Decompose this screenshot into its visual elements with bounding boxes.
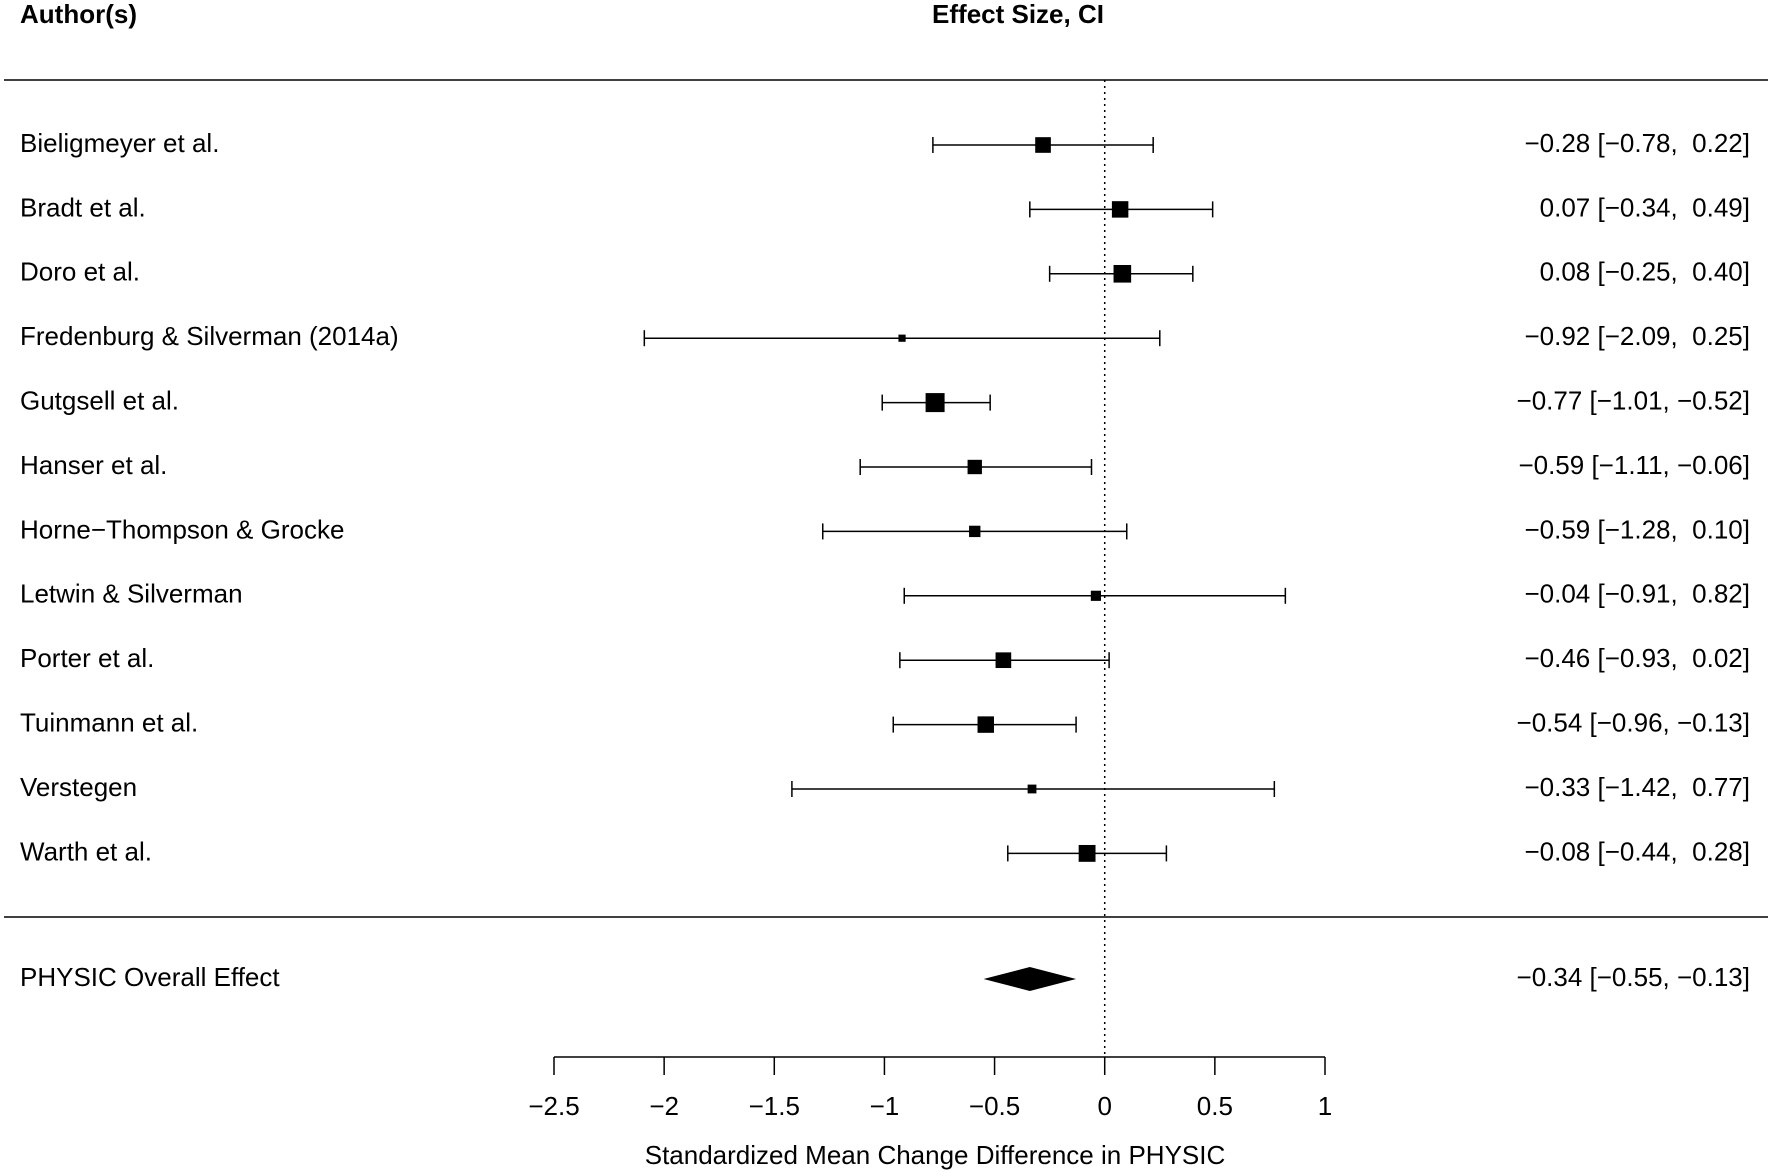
effect-box [1035, 137, 1051, 153]
effect-label: 0.08 [−0.25, 0.40] [1540, 257, 1750, 287]
x-axis-label: Standardized Mean Change Difference in P… [645, 1140, 1226, 1170]
study-label: Doro et al. [20, 257, 140, 287]
effect-label: −0.77 [−1.01, −0.52] [1517, 385, 1750, 415]
effect-label: −0.28 [−0.78, 0.22] [1524, 128, 1750, 158]
effect-box [1113, 265, 1132, 283]
effect-box [969, 525, 981, 538]
effect-label: −0.33 [−1.42, 0.77] [1524, 772, 1750, 802]
header-left: Author(s) [20, 0, 137, 29]
study-label: Warth et al. [20, 836, 152, 866]
study-label: Hanser et al. [20, 450, 167, 480]
x-tick-label: −1 [870, 1091, 900, 1121]
study-label: Bieligmeyer et al. [20, 128, 219, 158]
effect-box [1027, 784, 1037, 794]
effect-box [898, 334, 906, 342]
effect-box [1111, 201, 1129, 218]
x-tick-label: 0 [1097, 1091, 1111, 1121]
effect-label: −0.54 [−0.96, −0.13] [1517, 707, 1750, 737]
overall-effect-label: −0.34 [−0.55, −0.13] [1517, 962, 1750, 992]
x-tick-label: 1 [1318, 1091, 1332, 1121]
effect-label: −0.59 [−1.28, 0.10] [1524, 514, 1750, 544]
x-tick-label: −0.5 [969, 1091, 1020, 1121]
x-tick-label: −2.5 [528, 1091, 579, 1121]
effect-box [967, 459, 982, 475]
effect-box [925, 393, 945, 413]
effect-box [977, 716, 994, 733]
study-label: Horne−Thompson & Grocke [20, 514, 344, 544]
effect-box [1090, 590, 1101, 601]
x-tick-label: −1.5 [749, 1091, 800, 1121]
study-label: Tuinmann et al. [20, 707, 198, 737]
study-label: Letwin & Silverman [20, 579, 243, 609]
study-label: Gutgsell et al. [20, 385, 179, 415]
overall-diamond [983, 967, 1077, 991]
effect-label: −0.08 [−0.44, 0.28] [1524, 836, 1750, 866]
effect-label: −0.92 [−2.09, 0.25] [1524, 321, 1750, 351]
study-label: Bradt et al. [20, 192, 146, 222]
effect-box [1078, 844, 1096, 862]
effect-label: −0.04 [−0.91, 0.82] [1524, 579, 1750, 609]
header-right: Effect Size, CI [932, 0, 1104, 29]
effect-label: 0.07 [−0.34, 0.49] [1540, 192, 1750, 222]
x-tick-label: 0.5 [1197, 1091, 1233, 1121]
overall-label: PHYSIC Overall Effect [20, 962, 280, 992]
effect-box [995, 652, 1012, 669]
study-label: Fredenburg & Silverman (2014a) [20, 321, 399, 351]
effect-label: −0.46 [−0.93, 0.02] [1524, 643, 1750, 673]
effect-label: −0.59 [−1.11, −0.06] [1518, 450, 1750, 480]
study-label: Verstegen [20, 772, 137, 802]
study-label: Porter et al. [20, 643, 154, 673]
x-tick-label: −2 [649, 1091, 679, 1121]
